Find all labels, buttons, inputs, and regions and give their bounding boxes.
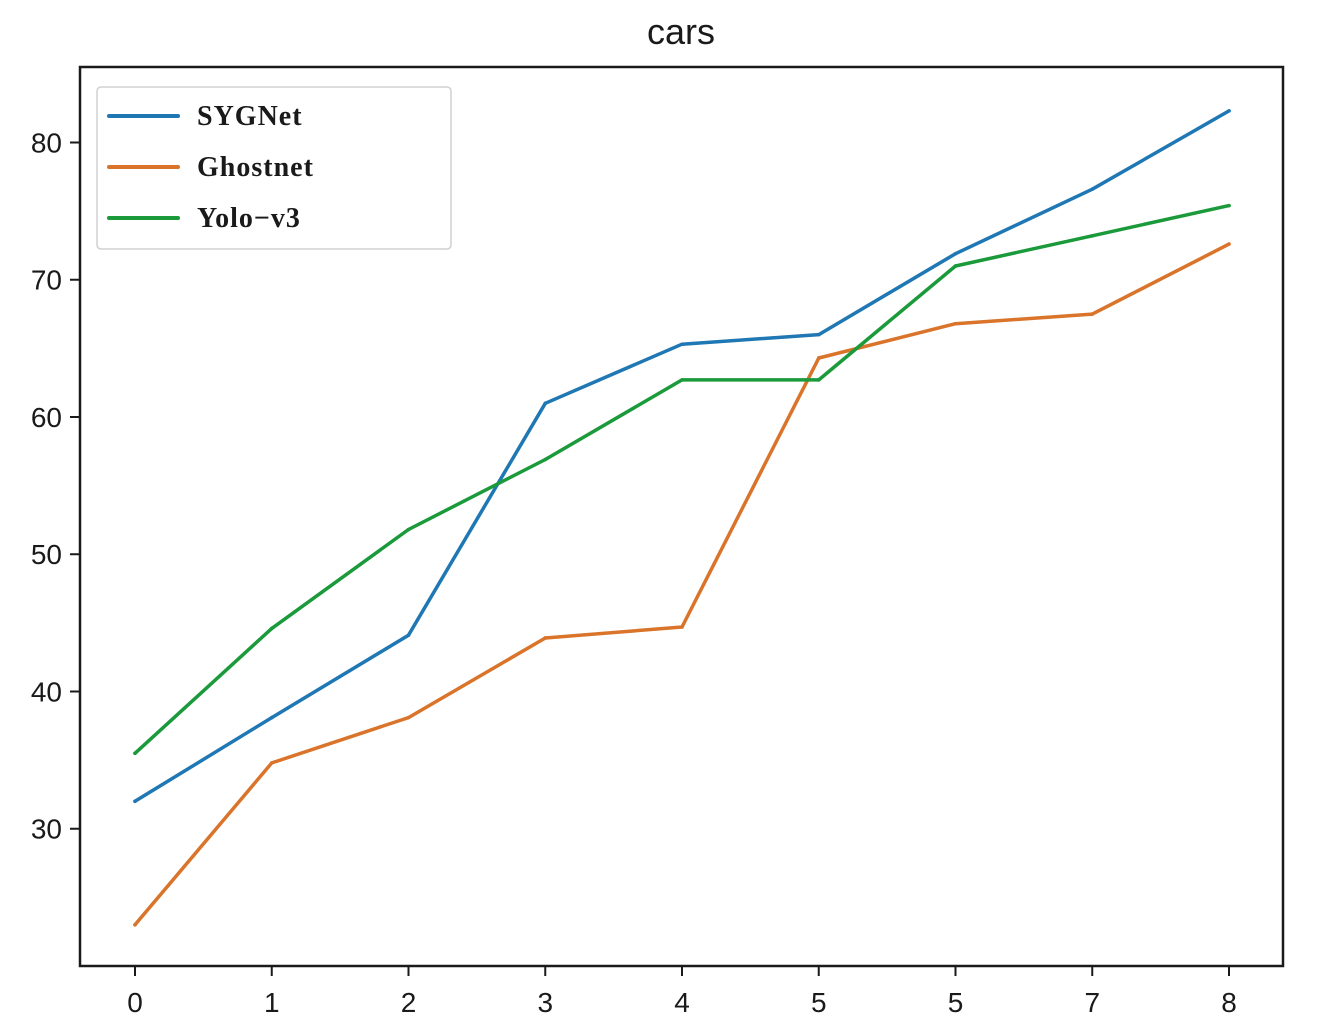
data-point	[133, 751, 137, 756]
data-point	[1227, 242, 1231, 246]
data-point	[133, 923, 137, 927]
data-point	[269, 761, 274, 765]
y-axis: 30 40 50 60 70 80	[31, 127, 80, 845]
x-tick-label: 1	[264, 987, 280, 1018]
legend-box	[96, 86, 452, 250]
data-point	[543, 401, 548, 406]
x-tick-label: 8	[1221, 987, 1237, 1018]
data-point	[816, 356, 821, 360]
x-tick-label: 5	[948, 987, 964, 1018]
y-tick-label: 70	[31, 265, 62, 296]
x-tick-label: 0	[127, 987, 143, 1018]
data-point	[1227, 203, 1231, 208]
x-tick-label: 3	[537, 987, 553, 1018]
series-ghostnet	[133, 242, 1231, 927]
data-point	[406, 715, 411, 720]
data-point	[816, 378, 821, 382]
x-tick-label: 7	[1084, 987, 1100, 1018]
data-point	[543, 636, 548, 640]
legend-label: SYGNet	[197, 101, 303, 132]
data-point	[953, 251, 958, 256]
data-point	[680, 625, 684, 629]
y-tick-label: 40	[31, 676, 62, 707]
series-line	[133, 203, 1231, 756]
data-point	[1090, 312, 1095, 316]
data-point	[1090, 187, 1095, 191]
data-point	[406, 633, 411, 638]
data-point	[543, 457, 548, 462]
series-line	[133, 242, 1231, 927]
x-axis: 0 1 2 3 4 5 5 7 8	[127, 966, 1237, 1018]
series-yolo-v3	[133, 203, 1231, 756]
data-point	[133, 799, 137, 804]
data-point	[1090, 234, 1095, 238]
data-point	[816, 332, 821, 337]
x-tick-label: 5	[811, 987, 827, 1018]
data-point	[1227, 109, 1231, 113]
data-point	[680, 378, 684, 382]
legend: SYGNet Ghostnet Yolo−v3	[96, 86, 452, 250]
data-point	[269, 715, 274, 720]
legend-label: Ghostnet	[197, 152, 314, 183]
series-layer	[133, 109, 1231, 927]
data-point	[406, 527, 411, 532]
y-tick-label: 60	[31, 402, 62, 433]
data-point	[953, 264, 958, 268]
x-tick-label: 2	[401, 987, 417, 1018]
x-tick-label: 4	[674, 987, 690, 1018]
y-tick-label: 80	[31, 127, 62, 158]
series-sygnet	[133, 109, 1231, 804]
y-tick-label: 50	[31, 539, 62, 570]
chart-title: cars	[647, 11, 715, 52]
data-point	[269, 626, 274, 631]
data-point	[680, 342, 684, 347]
legend-label: Yolo−v3	[197, 203, 301, 234]
data-point	[953, 321, 958, 326]
y-tick-label: 30	[31, 814, 62, 845]
